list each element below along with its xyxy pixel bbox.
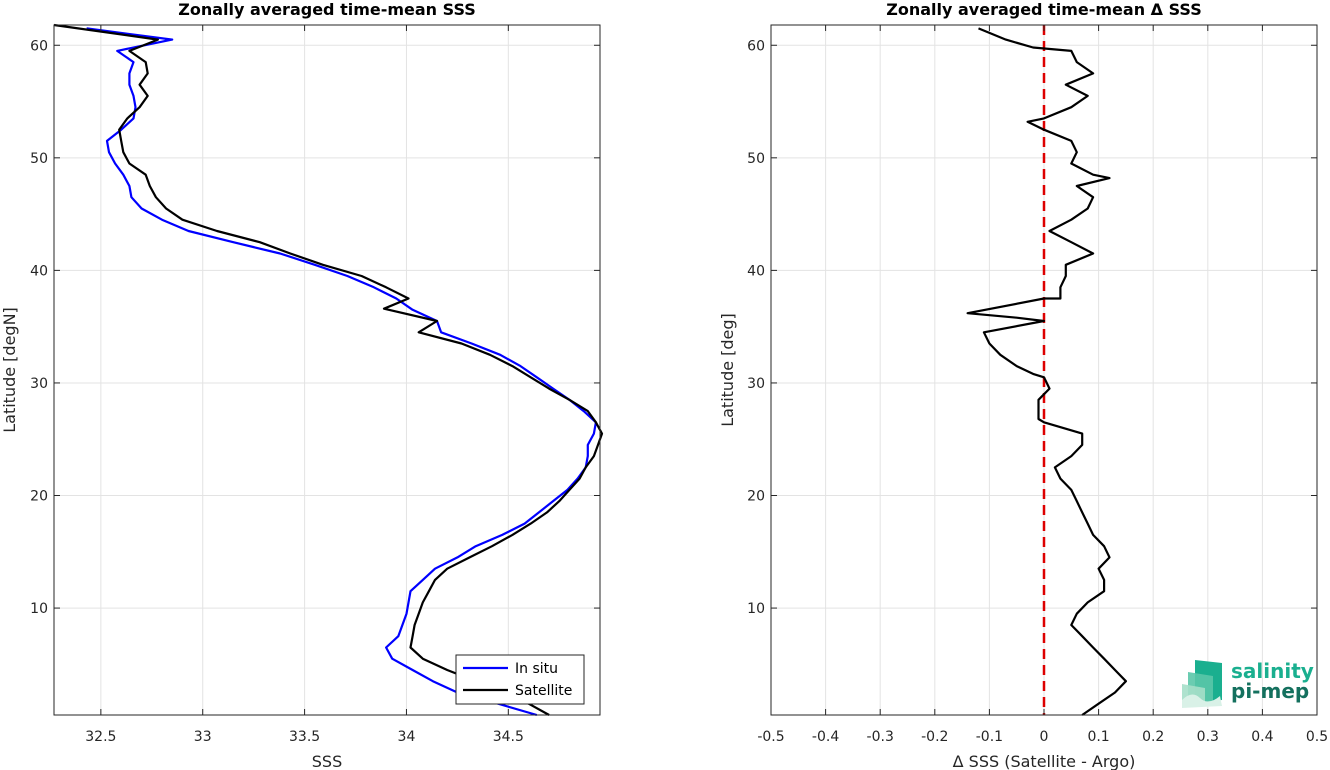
y-tick-label: 40 (30, 263, 48, 279)
y-tick-label: 20 (30, 489, 48, 505)
logo-text-pimep: pi-mep (1231, 679, 1309, 703)
y-tick-label: 10 (747, 601, 765, 617)
logo-text-salinity: salinity (1231, 659, 1314, 683)
right-y-tick-labels: 10 20 30 40 50 60 (747, 38, 765, 617)
right-y-axis-label: Latitude [deg] (718, 313, 737, 427)
x-tick-label: 32.5 (85, 729, 116, 745)
y-tick-label: 30 (747, 376, 765, 392)
right-x-tick-labels: -0.5 -0.4 -0.3 -0.2 -0.1 0 0.1 0.2 0.3 0.4 0.5 (757, 729, 1328, 745)
right-panel: -0.5 -0.4 -0.3 -0.2 -0.1 0 0.1 0.2 0.3 0.4 0.5 10 2… (718, 0, 1328, 770)
legend-label-satellite: Satellite (515, 683, 572, 699)
x-tick-label: -0.2 (921, 729, 948, 745)
y-tick-label: 10 (30, 601, 48, 617)
logo-mark-icon (1182, 660, 1222, 708)
x-tick-label: -0.3 (867, 729, 894, 745)
y-tick-label: 20 (747, 489, 765, 505)
x-tick-label: -0.4 (812, 729, 839, 745)
y-tick-label: 60 (30, 38, 48, 54)
x-tick-label: -0.1 (976, 729, 1003, 745)
left-series-lines (53, 23, 604, 717)
y-tick-label: 40 (747, 263, 765, 279)
x-tick-label: 0 (1040, 729, 1049, 745)
y-tick-label: 50 (30, 151, 48, 167)
series-line-in-situ (86, 27, 597, 717)
x-tick-label: 33 (194, 729, 212, 745)
x-tick-label: 0.2 (1142, 729, 1164, 745)
legend-box (455, 654, 585, 705)
x-tick-label: 0.3 (1197, 729, 1219, 745)
left-panel: 32.5 33 33.5 34 34.5 10 20 30 40 50 60 Zonally av… (0, 0, 604, 770)
y-tick-label: 50 (747, 151, 765, 167)
y-tick-label: 30 (30, 376, 48, 392)
legend-label-in-situ: In situ (515, 661, 558, 677)
left-x-axis-label: SSS (312, 752, 342, 770)
left-plot-frame (53, 24, 601, 716)
x-tick-label: 0.4 (1251, 729, 1273, 745)
left-y-axis-label: Latitude [degN] (0, 307, 19, 433)
left-x-tick-labels: 32.5 33 33.5 34 34.5 (85, 729, 524, 745)
legend: In situ Satellite (455, 654, 585, 705)
left-chart-title: Zonally averaged time-mean SSS (178, 0, 476, 19)
left-tick-marks (54, 25, 600, 715)
series-line-delta-sss (966, 27, 1127, 716)
x-tick-label: 34 (398, 729, 416, 745)
right-x-axis-label: Δ SSS (Satellite - Argo) (953, 752, 1136, 770)
right-chart-title: Zonally averaged time-mean Δ SSS (886, 0, 1202, 19)
x-tick-label: 0.1 (1087, 729, 1109, 745)
x-tick-label: 0.5 (1306, 729, 1328, 745)
right-series-lines (966, 27, 1127, 716)
x-tick-label: 34.5 (493, 729, 524, 745)
right-tick-marks (770, 25, 1318, 715)
salinity-pimep-logo: salinity pi-mep (1182, 659, 1314, 708)
y-tick-label: 60 (747, 38, 765, 54)
x-tick-label: 33.5 (289, 729, 320, 745)
series-line-satellite (53, 23, 604, 716)
left-y-tick-labels: 10 20 30 40 50 60 (30, 38, 48, 617)
x-tick-label: -0.5 (757, 729, 784, 745)
